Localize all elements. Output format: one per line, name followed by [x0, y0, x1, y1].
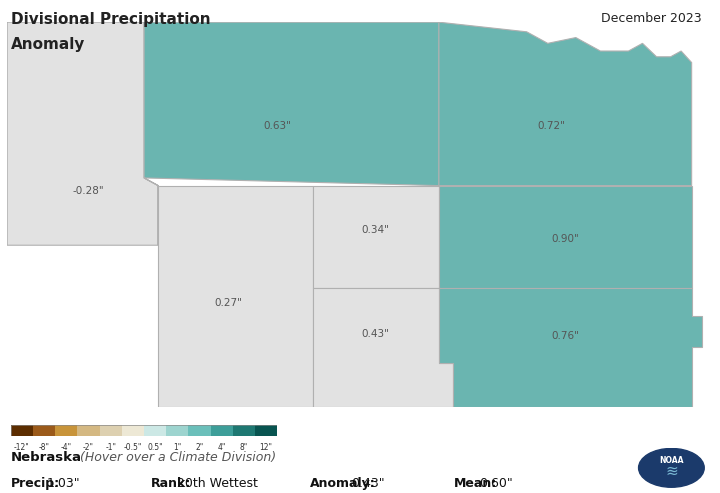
Polygon shape — [439, 287, 702, 407]
Bar — [122, 425, 144, 436]
Polygon shape — [7, 22, 158, 245]
Text: 8": 8" — [240, 443, 248, 452]
Text: NOAA: NOAA — [659, 456, 684, 465]
Text: -4": -4" — [60, 443, 72, 452]
Text: 0.43": 0.43" — [351, 477, 384, 490]
Bar — [78, 425, 99, 436]
Bar — [99, 425, 122, 436]
Text: -0.5": -0.5" — [124, 443, 142, 452]
Text: -1": -1" — [105, 443, 116, 452]
Text: 0.76": 0.76" — [552, 331, 579, 341]
Text: 0.60": 0.60" — [480, 477, 513, 490]
Bar — [189, 425, 210, 436]
Text: ≋: ≋ — [665, 463, 678, 479]
Bar — [166, 425, 189, 436]
Circle shape — [647, 454, 696, 482]
Polygon shape — [158, 185, 312, 407]
Bar — [11, 425, 33, 436]
Text: December 2023: December 2023 — [601, 12, 702, 25]
Text: -0.28": -0.28" — [72, 186, 104, 196]
Text: 2": 2" — [195, 443, 204, 452]
Circle shape — [639, 449, 704, 487]
Bar — [210, 425, 233, 436]
Text: Anomaly: Anomaly — [11, 37, 85, 52]
Text: Divisional Precipitation: Divisional Precipitation — [11, 12, 210, 27]
Text: 1.03": 1.03" — [47, 477, 81, 490]
Polygon shape — [439, 22, 692, 185]
Text: 4": 4" — [217, 443, 226, 452]
Text: Precip:: Precip: — [11, 477, 60, 490]
Bar — [255, 425, 277, 436]
Text: 0.72": 0.72" — [537, 121, 565, 131]
Text: 20th Wettest: 20th Wettest — [177, 477, 258, 490]
Text: 0.34": 0.34" — [362, 225, 390, 235]
Polygon shape — [144, 22, 439, 245]
Text: 0.27": 0.27" — [215, 298, 242, 308]
Polygon shape — [312, 287, 453, 407]
Text: 0.63": 0.63" — [264, 121, 292, 131]
Text: -2": -2" — [83, 443, 94, 452]
Text: Anomaly:: Anomaly: — [310, 477, 375, 490]
Text: Nebraska: Nebraska — [11, 451, 82, 464]
Text: 0.90": 0.90" — [552, 235, 579, 245]
Polygon shape — [439, 185, 692, 287]
Text: 12": 12" — [260, 443, 273, 452]
Bar — [233, 425, 255, 436]
Text: 0.5": 0.5" — [148, 443, 163, 452]
Text: 0.43": 0.43" — [362, 329, 390, 339]
Bar — [144, 425, 166, 436]
Text: -8": -8" — [39, 443, 50, 452]
Text: Mean:: Mean: — [454, 477, 497, 490]
Polygon shape — [312, 185, 439, 287]
Bar — [55, 425, 78, 436]
Text: 1": 1" — [174, 443, 181, 452]
Bar — [33, 425, 55, 436]
Text: -12": -12" — [14, 443, 30, 452]
Text: (Hover over a Climate Division): (Hover over a Climate Division) — [76, 451, 276, 464]
Text: Rank:: Rank: — [151, 477, 192, 490]
